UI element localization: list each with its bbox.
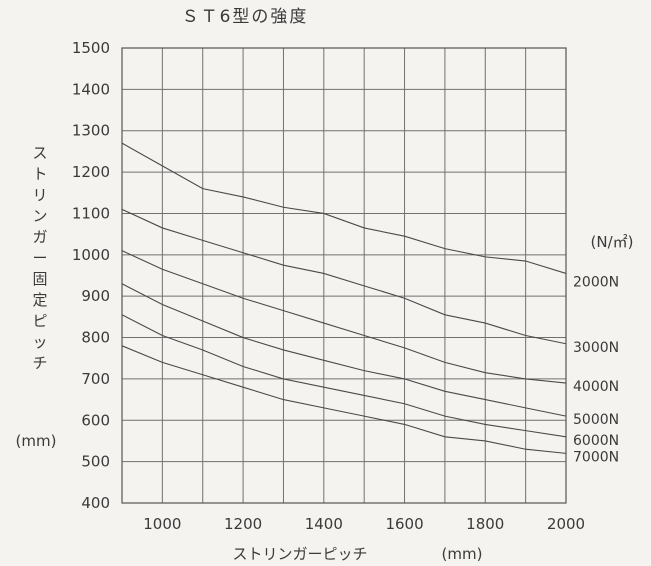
y-tick-label: 1000 <box>72 246 110 264</box>
y-tick-label: 1500 <box>72 39 110 57</box>
series-line-2000n <box>121 142 567 274</box>
x-tick-label: 2000 <box>547 515 585 533</box>
y-tick-label: 800 <box>81 329 110 347</box>
x-axis-label: ストリンガーピッチ <box>232 545 367 563</box>
x-tick-label: 1800 <box>466 515 504 533</box>
y-axis-label-char: チ <box>32 354 47 372</box>
y-tick-label: 1300 <box>72 122 110 140</box>
series-line-5000n <box>121 283 567 417</box>
y-axis-label-char: ン <box>32 207 47 225</box>
y-axis-label-char: 定 <box>32 291 47 309</box>
series-line-3000n <box>121 208 567 345</box>
series-label-4000n: 4000N <box>573 379 619 395</box>
y-tick-label: 1100 <box>72 204 110 222</box>
legend-unit: (N/㎡) <box>591 233 634 251</box>
y-tick-label: 1400 <box>72 80 110 98</box>
y-axis-label-char: 固 <box>32 270 47 288</box>
x-tick-label: 1600 <box>385 515 423 533</box>
x-tick-label: 1000 <box>143 515 181 533</box>
chart-title: ＳＴ6型の強度 <box>182 7 309 27</box>
y-axis-label-char: ス <box>32 144 47 162</box>
grid <box>121 47 567 504</box>
y-tick-label: 500 <box>81 453 110 471</box>
y-tick-label: 600 <box>81 411 110 429</box>
y-axis-label-char: ッ <box>32 333 47 351</box>
y-axis-label-char: ピ <box>32 312 47 330</box>
plot-frame <box>121 47 567 504</box>
series-line-4000n <box>121 250 567 384</box>
series-line-6000n <box>121 314 567 438</box>
y-axis-label-char: ト <box>32 165 47 183</box>
series-lines <box>121 142 567 454</box>
y-axis-label-char: ー <box>32 249 47 267</box>
y-tick-label: 700 <box>81 370 110 388</box>
x-axis-unit: (mm) <box>442 545 483 563</box>
y-tick-label: 900 <box>81 287 110 305</box>
y-tick-labels: 400 500 600 700 800 900 1000 1100 1200 1300 1400 15… <box>72 39 110 512</box>
y-axis-label: ストリンガー固定ピッチ <box>32 144 47 372</box>
y-axis-unit: (mm) <box>16 432 57 450</box>
series-label-2000n: 2000N <box>573 274 619 290</box>
x-tick-label: 1400 <box>305 515 343 533</box>
series-label-3000n: 3000N <box>573 340 619 356</box>
y-tick-label: 1200 <box>72 163 110 181</box>
series-line-7000n <box>121 345 567 454</box>
series-label-7000n: 7000N <box>573 449 619 465</box>
series-label-5000n: 5000N <box>573 412 619 428</box>
series-label-6000n: 6000N <box>573 433 619 449</box>
x-tick-labels: 1000 1200 1400 1600 1800 2000 <box>143 515 585 533</box>
y-axis-label-char: ガ <box>32 228 47 246</box>
y-axis-label-char: リ <box>32 186 47 204</box>
x-tick-label: 1200 <box>224 515 262 533</box>
y-tick-label: 400 <box>81 494 110 512</box>
